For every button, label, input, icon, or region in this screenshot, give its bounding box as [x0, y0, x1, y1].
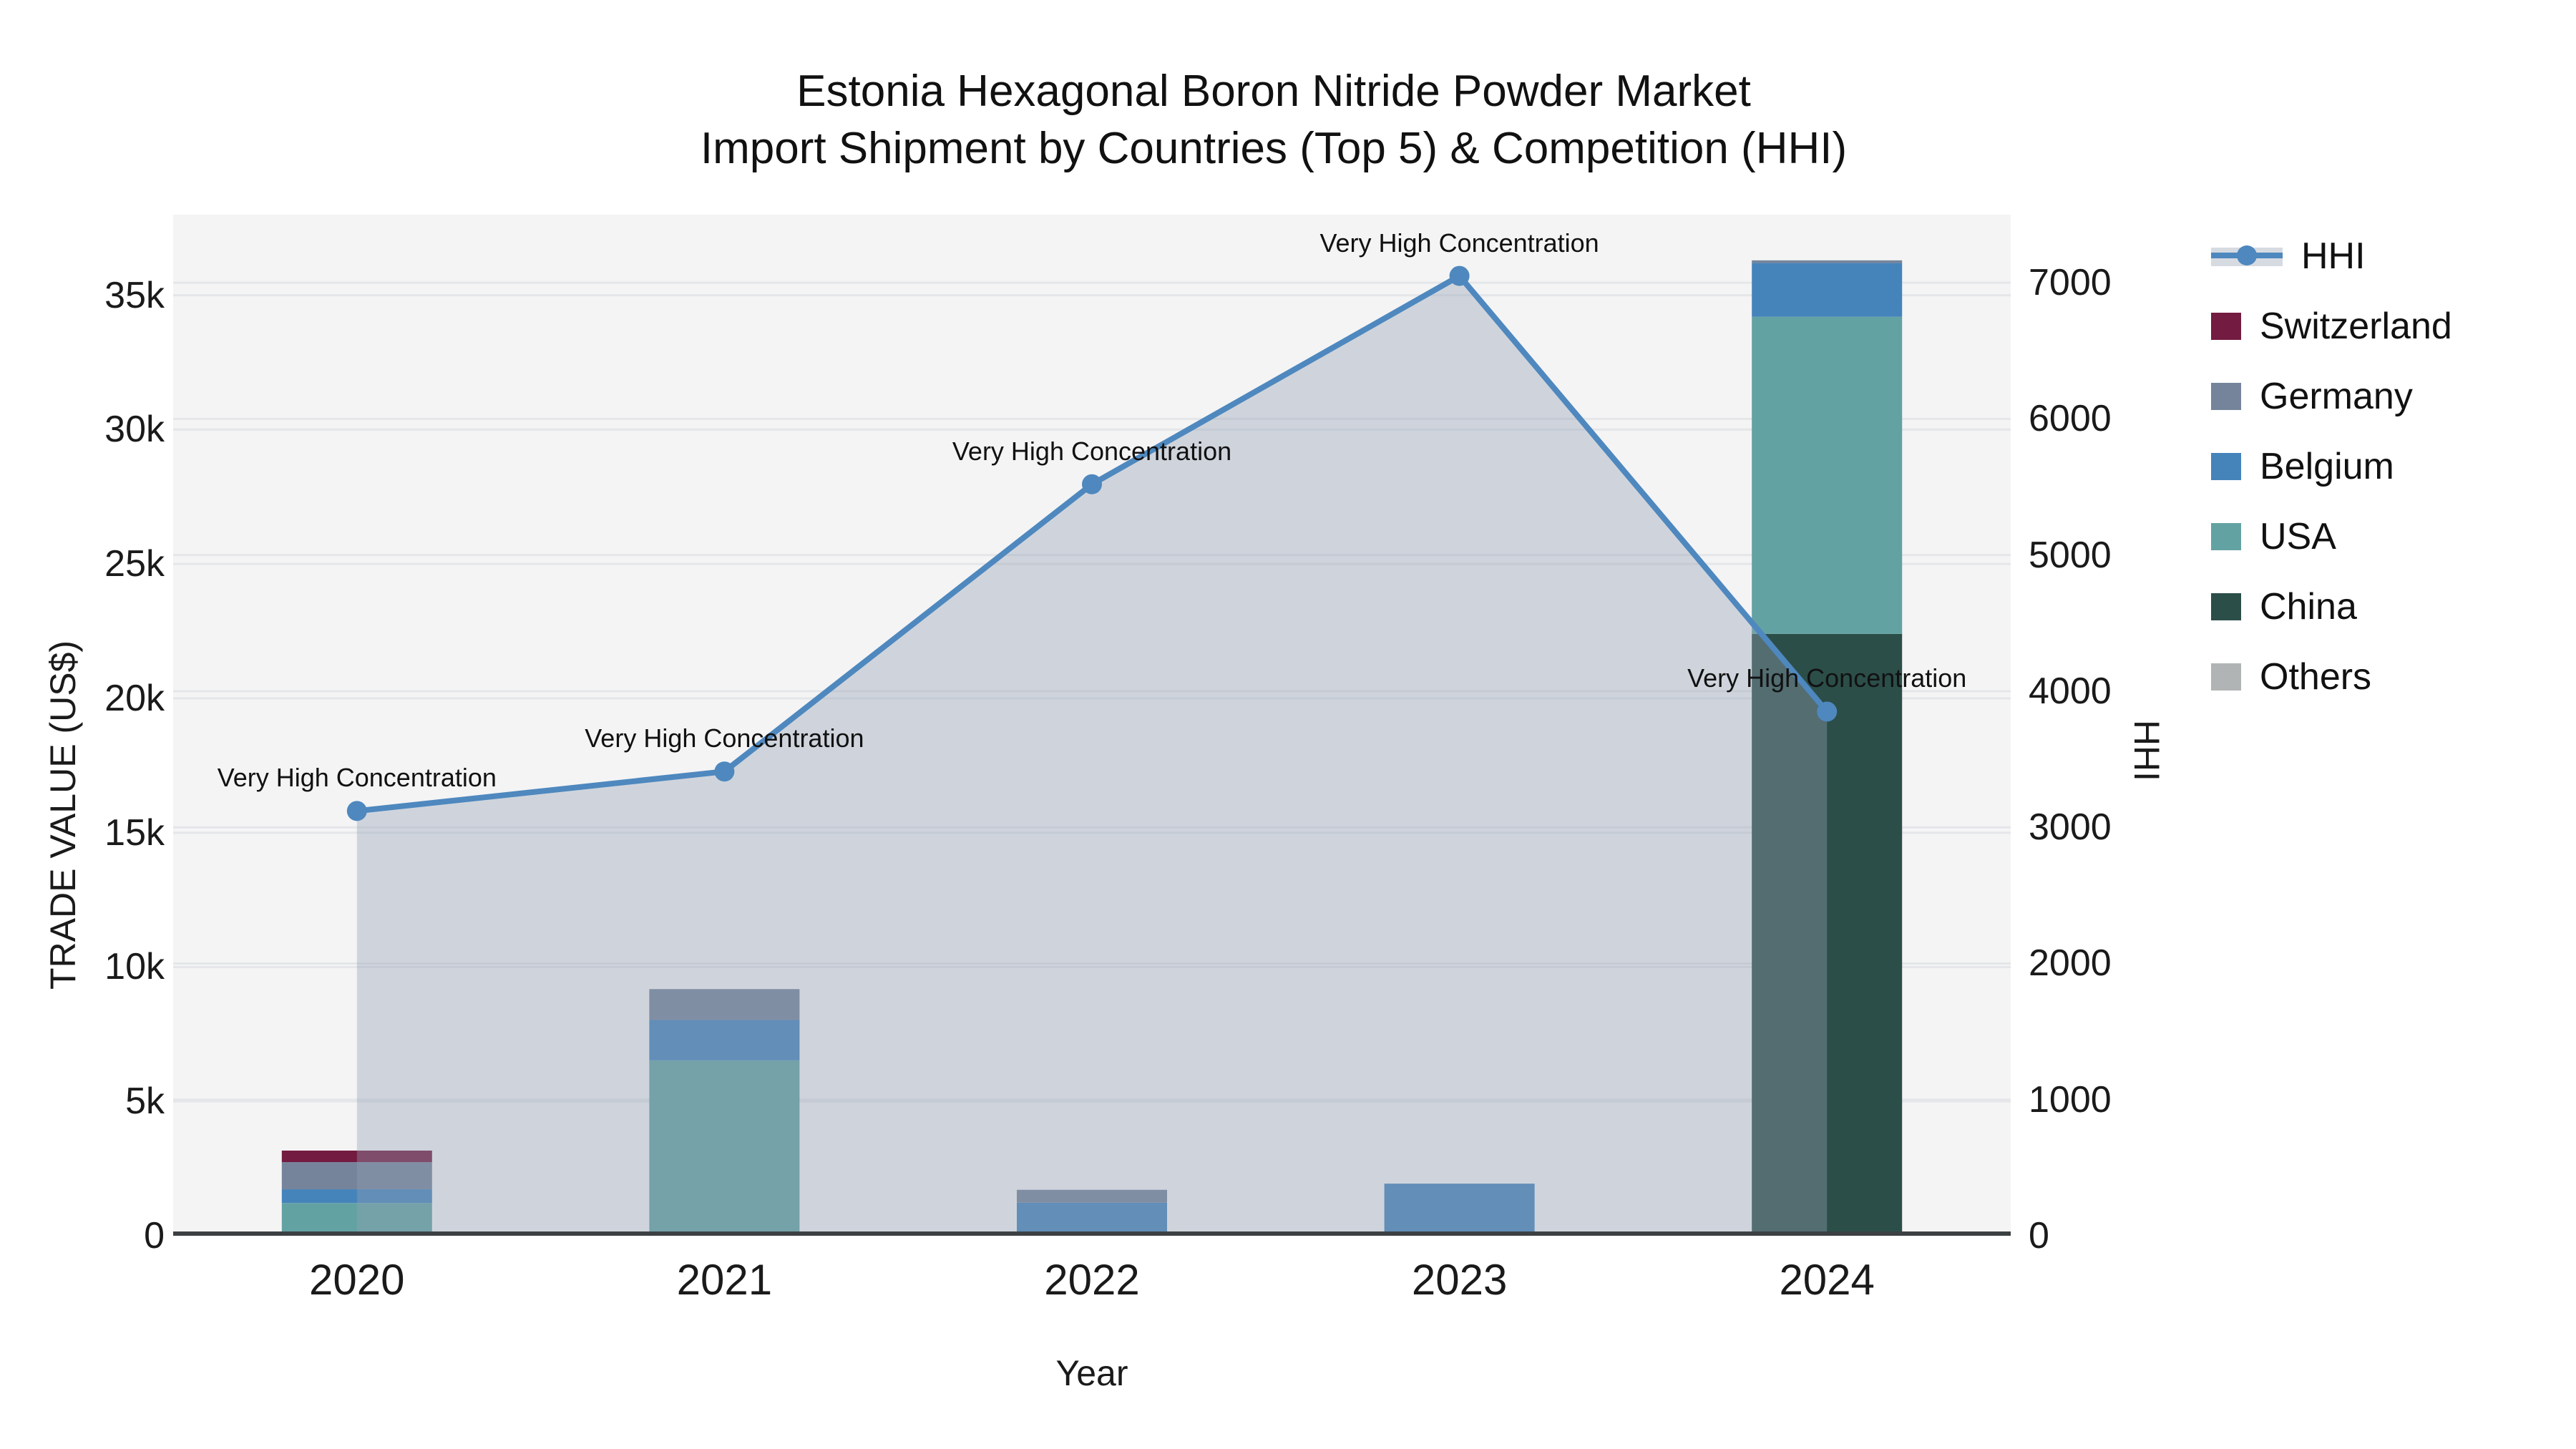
- y-left-tick-label: 25k: [104, 543, 165, 585]
- y-right-tick-label: 2000: [2029, 942, 2112, 985]
- x-tick-label: 2021: [676, 1256, 773, 1304]
- hhi-area-fill: [356, 275, 1828, 1236]
- y-axis-right-title: HHI: [2127, 719, 2167, 782]
- legend-swatch-china: [2211, 593, 2241, 620]
- y-left-tick-label: 0: [144, 1215, 165, 1257]
- hhi-point-2024[interactable]: [1817, 701, 1838, 722]
- legend-label: HHI: [2301, 235, 2366, 277]
- chart-title-line1: Estonia Hexagonal Boron Nitride Powder M…: [796, 67, 1751, 116]
- x-axis-title: Year: [1055, 1353, 1128, 1393]
- hhi-point-2022[interactable]: [1082, 474, 1102, 494]
- plot-background: [173, 215, 2011, 1236]
- hhi-point-2023[interactable]: [1449, 265, 1470, 286]
- y-axis-left-title: TRADE VALUE (US$): [43, 640, 83, 990]
- y-left-tick-label: 20k: [104, 677, 165, 719]
- x-tick-label: 2020: [309, 1256, 405, 1304]
- y-left-tick-label: 35k: [104, 274, 165, 316]
- chart-title-line2: Import Shipment by Countries (Top 5) & C…: [700, 124, 1848, 173]
- bar-segment-china-2024[interactable]: [1752, 633, 1903, 1236]
- x-tick-label: 2022: [1044, 1256, 1140, 1304]
- bar-segment-belgium-2023[interactable]: [1384, 1184, 1535, 1236]
- legend: HHI Switzerland Germany Belgium USA China Othe…: [2211, 236, 2452, 697]
- y-right-tick-label: 1000: [2029, 1078, 2112, 1121]
- legend-item-switzerland[interactable]: Switzerland: [2211, 306, 2452, 346]
- chart-plot-area: [173, 260, 2011, 1236]
- bar-segment-usa-2024[interactable]: [1752, 316, 1903, 634]
- y-right-tick-label: 0: [2029, 1215, 2049, 1257]
- y-right-tick-label: 6000: [2029, 398, 2112, 440]
- bar-segment-germany-2024[interactable]: [1752, 260, 1903, 263]
- legend-swatch-belgium: [2211, 453, 2241, 480]
- legend-swatch-germany: [2211, 383, 2241, 410]
- legend-label: China: [2260, 586, 2357, 628]
- bar-segment-germany-2022[interactable]: [1017, 1189, 1167, 1203]
- bar-segment-switzerland-2020[interactable]: [281, 1150, 432, 1163]
- legend-label: USA: [2260, 516, 2336, 557]
- bar-segment-belgium-2021[interactable]: [649, 1020, 800, 1060]
- hhi-annotation-2023: Very High Concentration: [1319, 228, 1599, 258]
- legend-item-germany[interactable]: Germany: [2211, 376, 2452, 416]
- y-right-tick-label: 7000: [2029, 262, 2112, 304]
- bar-segment-belgium-2024[interactable]: [1752, 263, 1903, 317]
- legend-swatch-usa: [2211, 523, 2241, 550]
- y-left-tick-label: 15k: [104, 811, 165, 854]
- legend-label: Germany: [2260, 376, 2413, 417]
- y-left-tick-label: 10k: [104, 946, 165, 988]
- legend-item-usa[interactable]: USA: [2211, 517, 2452, 557]
- bar-segment-belgium-2020[interactable]: [281, 1189, 432, 1204]
- hhi-point-2021[interactable]: [714, 761, 735, 782]
- legend-item-hhi[interactable]: HHI: [2211, 236, 2452, 276]
- hhi-annotation-2022: Very High Concentration: [952, 436, 1232, 466]
- hhi-point-2020[interactable]: [346, 801, 367, 821]
- y-left-tick-label: 5k: [125, 1080, 165, 1123]
- hhi-annotation-2020: Very High Concentration: [217, 763, 497, 793]
- legend-item-others[interactable]: Others: [2211, 657, 2452, 697]
- hhi-annotation-2021: Very High Concentration: [585, 723, 864, 753]
- bar-segment-germany-2021[interactable]: [649, 989, 800, 1020]
- hhi-annotation-2024: Very High Concentration: [1687, 663, 1967, 693]
- legend-label: Switzerland: [2260, 306, 2452, 347]
- bar-segment-germany-2020[interactable]: [281, 1162, 432, 1190]
- legend-swatch-switzerland: [2211, 313, 2241, 340]
- legend-item-china[interactable]: China: [2211, 587, 2452, 627]
- y-right-tick-label: 3000: [2029, 806, 2112, 849]
- legend-label: Others: [2260, 656, 2372, 698]
- x-tick-label: 2024: [1779, 1256, 1875, 1304]
- legend-swatch-others: [2211, 663, 2241, 691]
- y-right-tick-label: 4000: [2029, 670, 2112, 712]
- y-right-tick-label: 5000: [2029, 534, 2112, 576]
- bar-segment-usa-2021[interactable]: [649, 1060, 800, 1233]
- x-tick-label: 2023: [1411, 1256, 1508, 1304]
- legend-item-belgium[interactable]: Belgium: [2211, 447, 2452, 487]
- y-left-tick-label: 30k: [104, 409, 165, 451]
- bar-segment-usa-2020[interactable]: [281, 1203, 432, 1236]
- legend-label: Belgium: [2260, 446, 2394, 487]
- bar-segment-belgium-2022[interactable]: [1017, 1202, 1167, 1233]
- legend-hhi-swatch: [2211, 242, 2283, 270]
